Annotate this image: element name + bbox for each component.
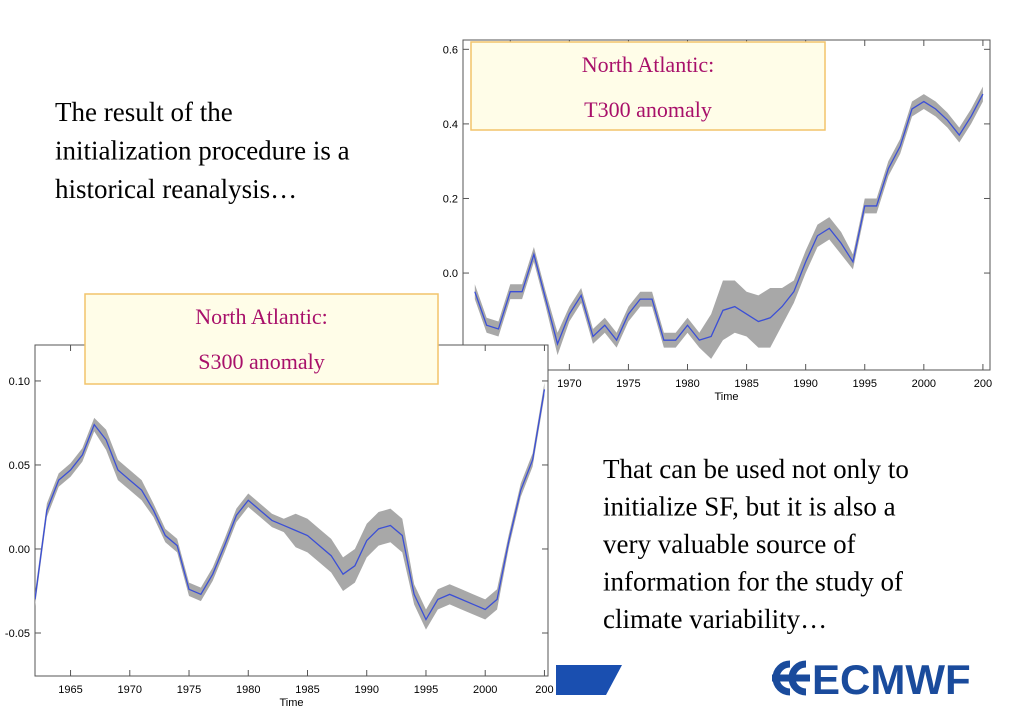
ensemble-band (35, 382, 545, 630)
x-tick-label: 1990 (793, 378, 817, 390)
intro-line: initialization procedure is a (55, 136, 350, 166)
mean-line (474, 93, 984, 346)
x-axis-label: Time (279, 697, 303, 708)
x-tick-label: 1965 (58, 684, 82, 696)
x-tick-label: 2000 (473, 684, 497, 696)
texts: The result of the initialization procedur… (55, 97, 909, 634)
note-line: initialize SF, but it is also a (603, 492, 896, 522)
x-tick-label: 1980 (236, 684, 260, 696)
note-line: climate variability… (603, 604, 827, 634)
box-subtitle: S300 anomaly (198, 349, 325, 374)
x-tick-label: 1990 (354, 684, 378, 696)
y-tick-label: 0.10 (9, 376, 30, 388)
intro-line: The result of the (55, 97, 233, 127)
y-tick-label: 0.6 (443, 44, 458, 56)
logo-area: ECMWF (556, 656, 971, 703)
title-box (470, 41, 826, 131)
box-subtitle: T300 anomaly (584, 97, 712, 122)
x-tick-label: 1995 (853, 378, 877, 390)
note-line: information for the study of (603, 567, 903, 597)
x-tick-label: 200 (974, 378, 992, 390)
title-box (84, 293, 439, 385)
logo-text: ECMWF (812, 656, 971, 703)
note-line: That can be used not only to (603, 454, 909, 484)
x-tick-label: 1985 (295, 684, 319, 696)
logo-bar (556, 665, 622, 695)
x-tick-label: 1970 (557, 378, 581, 390)
y-tick-label: 0.4 (443, 119, 458, 131)
charts: 0.0 0.2 0.4 0.6 1965 1970 1975 1980 1985 1990 1995… (5, 39, 992, 708)
chart: 0.00.20.40.61965197019751980198519901995… (443, 39, 992, 403)
note-line: very valuable source of (603, 529, 856, 559)
y-tick-label: 0.2 (443, 193, 458, 205)
series (35, 382, 546, 630)
y-tick-label: 0.0 (443, 268, 458, 280)
box-title: North Atlantic: (582, 52, 715, 77)
logo-icon (772, 660, 810, 696)
x-axis-label: Time (714, 391, 738, 403)
y-tick-label: 0.00 (9, 544, 30, 556)
series (474, 86, 984, 359)
x-tick-label: 1970 (118, 684, 142, 696)
x-tick-label: 1975 (616, 378, 640, 390)
x-tick-label: 2000 (912, 378, 936, 390)
x-tick-label: 1995 (414, 684, 438, 696)
y-tick-label: 0.05 (9, 460, 30, 472)
plot-frame (34, 344, 549, 677)
ensemble-band (474, 86, 983, 359)
x-tick-label: 1985 (734, 378, 758, 390)
y-tick-label: -0.05 (5, 628, 30, 640)
x-tick-label: 200 (535, 684, 553, 696)
mean-line (35, 389, 546, 621)
x-tick-label: 1975 (177, 684, 201, 696)
chart: 0.10 0.05 0.00 -0.05 1965 1970 1975 1980 1985 199… (5, 293, 554, 708)
intro-line: historical reanalysis… (55, 174, 297, 204)
box-title: North Atlantic: (195, 304, 328, 329)
x-tick-label: 1980 (675, 378, 699, 390)
